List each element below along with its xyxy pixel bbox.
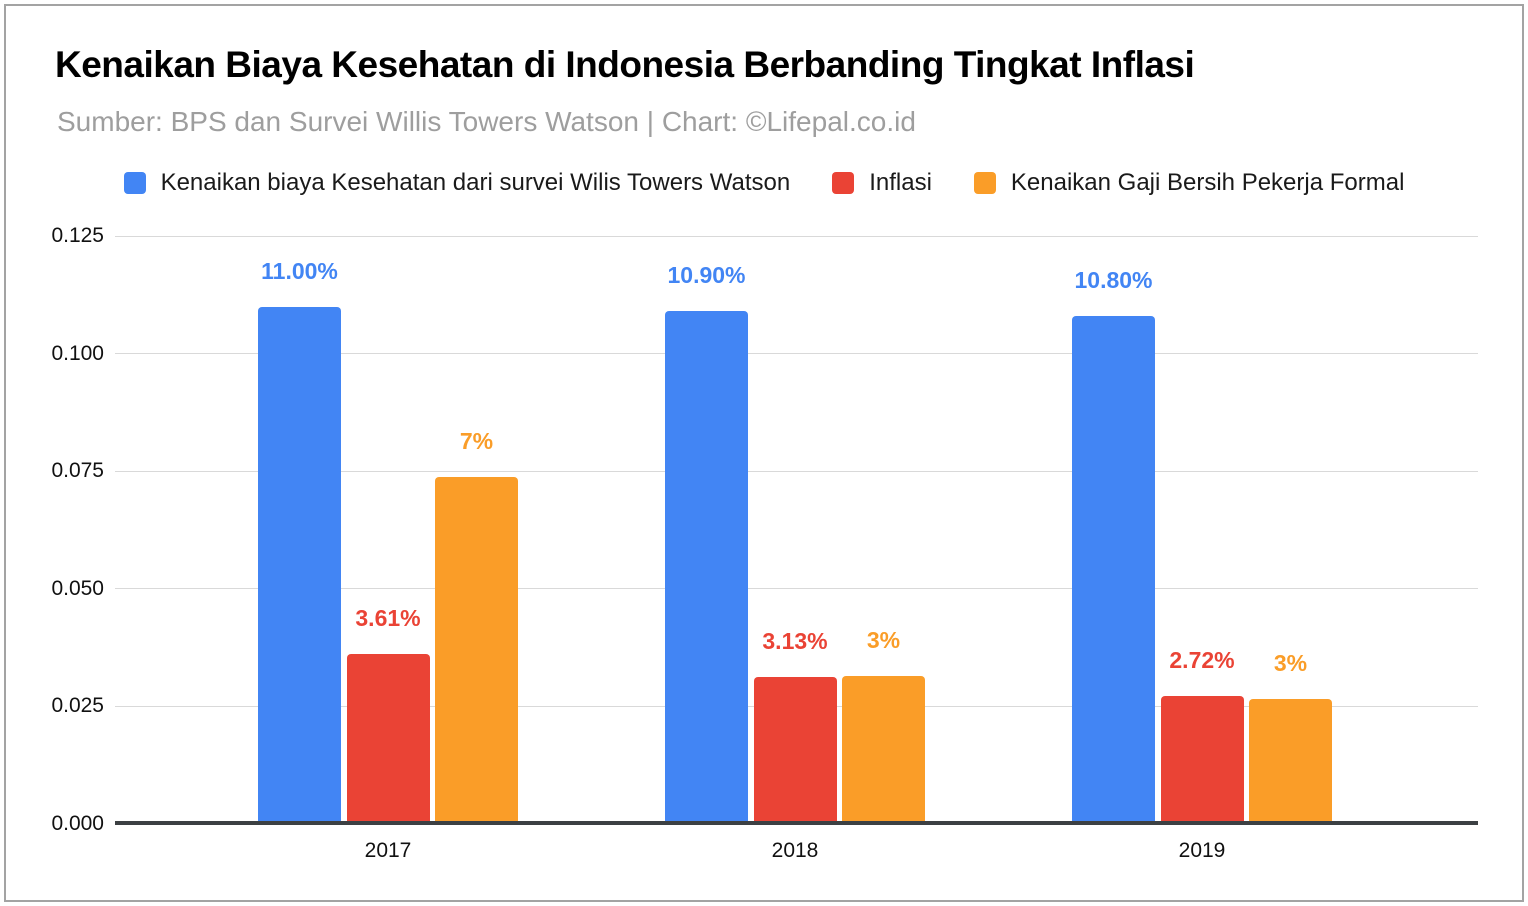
bar-value-label: 3.61% [355, 605, 421, 632]
bar-2019-series-2 [1249, 698, 1332, 821]
bar-value-label: 7% [459, 428, 494, 455]
x-axis-line [115, 821, 1478, 825]
legend-label: Kenaikan Gaji Bersih Pekerja Formal [1010, 169, 1405, 196]
legend-item-kenaikan-biaya-kesehatan: Kenaikan biaya Kesehatan dari survei Wil… [123, 169, 791, 197]
x-axis-category-label: 2018 [771, 839, 819, 862]
bar-2017-series-2 [435, 477, 518, 821]
legend-item-inflasi: Inflasi [832, 169, 932, 197]
chart-subtitle: Sumber: BPS dan Survei Willis Towers Wat… [57, 106, 916, 137]
gridline [115, 588, 1478, 590]
bar-value-label: 10.90% [667, 262, 746, 289]
y-axis-tick-label: 0.025 [51, 694, 104, 718]
y-axis-tick-label: 0.000 [51, 812, 104, 835]
y-axis-tick-label: 0.125 [51, 224, 104, 247]
bar-value-label: 2.72% [1169, 647, 1235, 674]
bar-2018-series-2 [842, 675, 925, 821]
legend-swatch-orange-icon [973, 172, 996, 194]
legend-swatch-blue-icon [123, 172, 146, 194]
y-axis-tick-label: 0.050 [51, 576, 104, 600]
bar-2019-series-0 [1072, 315, 1155, 821]
bar-2017-series-0 [258, 306, 341, 821]
bar-value-label: 11.00% [261, 257, 338, 284]
y-axis-tick-label: 0.075 [51, 459, 104, 483]
bar-value-label: 3.13% [762, 627, 828, 654]
chart-title: Kenaikan Biaya Kesehatan di Indonesia Be… [55, 44, 1195, 85]
gridline [115, 235, 1478, 237]
bar-value-label: 3% [866, 626, 901, 653]
legend-swatch-red-icon [832, 172, 855, 194]
bar-2018-series-1 [753, 676, 837, 821]
x-axis-category-label: 2017 [364, 839, 412, 862]
bar-2019-series-1 [1160, 696, 1244, 821]
legend-item-kenaikan-gaji: Kenaikan Gaji Bersih Pekerja Formal [973, 169, 1405, 197]
bar-value-label: 3% [1273, 649, 1308, 676]
x-axis-category-label: 2019 [1178, 839, 1226, 862]
legend: Kenaikan biaya Kesehatan dari survei Wil… [0, 164, 1528, 202]
gridline [115, 353, 1478, 355]
legend-label: Inflasi [869, 169, 932, 196]
gridline [115, 470, 1478, 472]
bar-2017-series-1 [346, 654, 430, 821]
y-axis-tick-label: 0.100 [51, 341, 104, 365]
bar-value-label: 10.80% [1074, 266, 1153, 293]
legend-label: Kenaikan biaya Kesehatan dari survei Wil… [160, 169, 791, 196]
bar-2018-series-0 [665, 311, 748, 821]
